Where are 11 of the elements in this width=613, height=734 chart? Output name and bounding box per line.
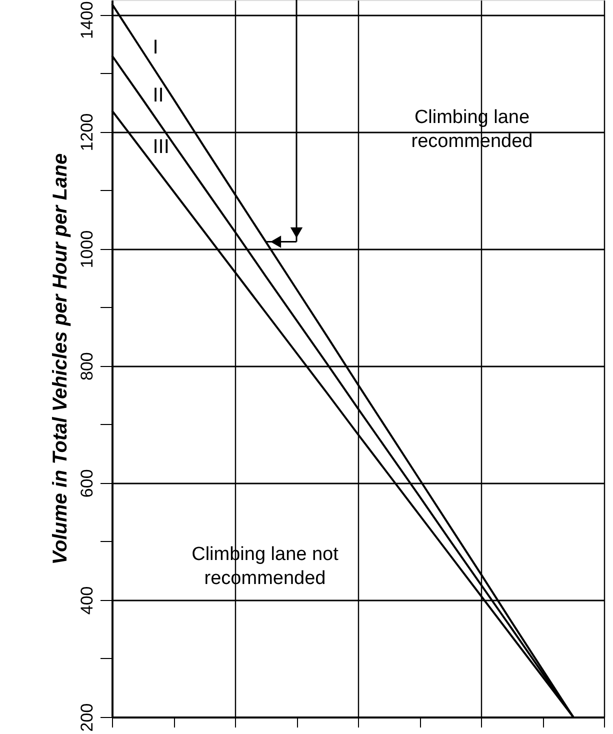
series-label: I xyxy=(152,36,158,59)
y-tick-label: 200 xyxy=(78,703,96,732)
y-axis-title: Volume in Total Vehicles per Hour per Lane xyxy=(50,153,72,565)
y-tick-label: 600 xyxy=(78,469,96,498)
y-tick-label: 1000 xyxy=(78,230,96,268)
series-label: II xyxy=(152,84,164,106)
y-tick-label: 800 xyxy=(78,352,96,381)
y-tick-label: 1400 xyxy=(78,1,96,40)
y-tick-label: 1200 xyxy=(78,113,96,152)
y-tick-label: 400 xyxy=(78,586,96,615)
series-label: III xyxy=(152,136,170,158)
